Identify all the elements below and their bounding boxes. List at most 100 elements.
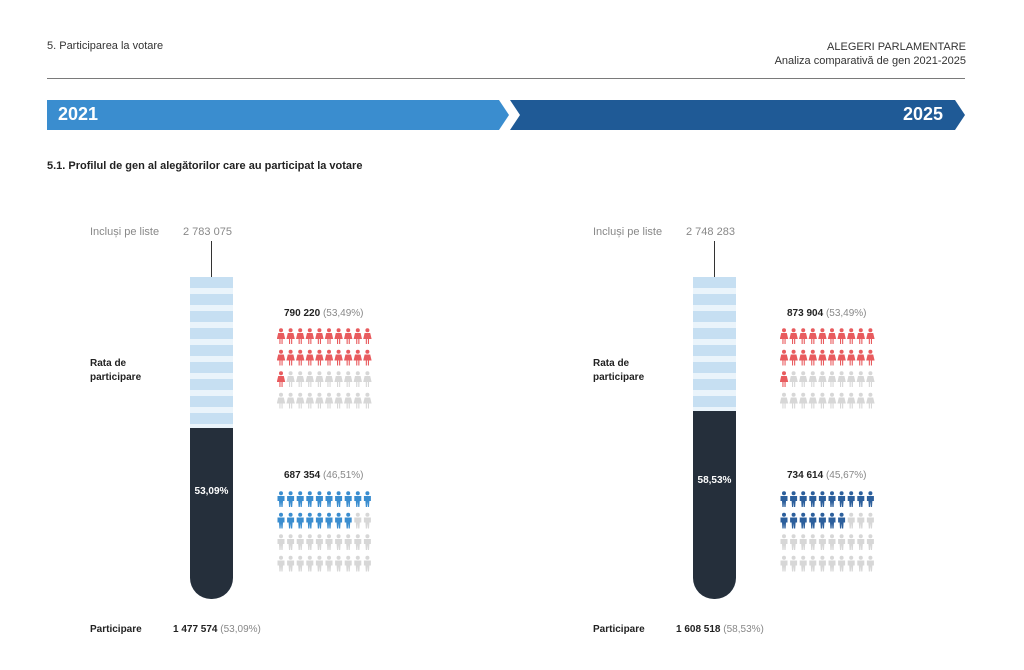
woman-icon-empty xyxy=(827,371,837,387)
woman-icon-filled xyxy=(837,328,846,344)
man-icon-filled xyxy=(344,491,352,507)
woman-icon-empty xyxy=(286,392,295,409)
woman-icon-filled xyxy=(818,328,827,344)
man-icon-empty xyxy=(828,555,836,572)
woman-icon-empty xyxy=(344,371,353,387)
header-section-label: 5. Participarea la votare xyxy=(47,40,164,52)
woman-icon-empty xyxy=(286,371,295,387)
woman-icon-empty xyxy=(866,392,875,409)
timeline-year-right: 2025 xyxy=(903,104,944,124)
woman-icon-filled xyxy=(808,328,817,344)
man-icon-filled xyxy=(335,512,343,529)
women-pictogram xyxy=(780,328,875,409)
rate-label-line1: Rata de xyxy=(593,358,630,369)
man-icon-empty xyxy=(287,555,295,572)
man-icon-filled xyxy=(315,512,323,529)
man-icon-filled xyxy=(306,512,314,529)
woman-icon-empty xyxy=(818,371,827,387)
man-icon-empty xyxy=(809,555,817,572)
man-icon-empty xyxy=(296,555,304,572)
participation-label: Participare xyxy=(593,624,645,635)
participation-stat: 1 477 574 (53,09%) xyxy=(173,624,261,635)
men-pictogram xyxy=(780,491,874,572)
panel-2025: Incluși pe liste 2 748 283 58,53% Rata d… xyxy=(503,0,1003,670)
man-icon-empty xyxy=(799,555,807,572)
participation-rate-pct: 53,09% xyxy=(194,486,229,497)
women-pct: (53,49%) xyxy=(825,308,867,319)
woman-icon-empty xyxy=(353,371,362,387)
woman-icon-empty xyxy=(780,392,789,409)
woman-icon-empty xyxy=(334,371,343,387)
man-icon-empty xyxy=(344,555,352,572)
participation-tube: 58,53% xyxy=(693,277,736,599)
participation-pct: (58,53%) xyxy=(723,624,764,635)
woman-icon-filled xyxy=(324,328,334,344)
connector-line xyxy=(714,241,715,277)
woman-icon-empty xyxy=(296,392,305,409)
woman-icon-filled xyxy=(789,349,798,366)
woman-icon-empty xyxy=(363,392,372,409)
man-icon-empty xyxy=(354,555,362,572)
woman-icon-filled xyxy=(315,328,324,344)
man-icon-filled xyxy=(363,491,371,507)
woman-icon-filled xyxy=(847,349,856,366)
timeline-arrow-right xyxy=(510,100,965,130)
woman-icon-empty xyxy=(277,392,286,409)
woman-icon-empty xyxy=(296,371,305,387)
header-title-line1: ALEGERI PARLAMENTARE xyxy=(827,41,966,53)
participation-label: Participare xyxy=(90,624,142,635)
women-icon-grid xyxy=(780,328,880,414)
women-stat: 790 220 (53,49%) xyxy=(284,308,364,319)
man-icon-filled xyxy=(780,491,788,507)
woman-icon-empty xyxy=(363,371,372,387)
participation-value: 1 608 518 xyxy=(676,624,721,635)
woman-icon-empty xyxy=(789,371,798,387)
men-value: 687 354 xyxy=(284,470,321,481)
woman-icon-empty xyxy=(344,392,353,409)
man-icon-empty xyxy=(866,555,874,572)
header-title-line2: Analiza comparativă de gen 2021-2025 xyxy=(774,55,966,67)
women-pct: (53,49%) xyxy=(322,308,364,319)
participation-value: 1 477 574 xyxy=(173,624,218,635)
man-icon-filled xyxy=(306,491,314,507)
man-icon-empty xyxy=(809,534,817,550)
woman-icon-empty xyxy=(789,392,798,409)
woman-icon-empty xyxy=(315,371,324,387)
woman-icon-filled xyxy=(827,328,837,344)
men-stat: 734 614 (45,67%) xyxy=(787,470,867,481)
man-icon-filled xyxy=(799,512,807,529)
man-icon-empty xyxy=(818,534,826,550)
woman-icon-filled xyxy=(334,349,343,366)
man-icon-empty xyxy=(866,512,874,529)
man-icon-empty xyxy=(838,555,846,572)
woman-icon-filled xyxy=(353,349,362,366)
women-stat: 873 904 (53,49%) xyxy=(787,308,867,319)
man-icon-empty xyxy=(866,534,874,550)
man-icon-filled xyxy=(847,491,855,507)
woman-icon-empty xyxy=(818,392,827,409)
man-icon-empty xyxy=(790,555,798,572)
man-icon-filled xyxy=(287,512,295,529)
woman-icon-filled xyxy=(799,349,808,366)
woman-icon-filled xyxy=(818,349,827,366)
woman-icon-empty xyxy=(334,392,343,409)
man-icon-filled xyxy=(325,491,333,507)
timeline-arrow-left xyxy=(47,100,509,130)
man-icon-empty xyxy=(847,555,855,572)
woman-icon-filled xyxy=(296,349,305,366)
woman-icon-filled xyxy=(837,349,846,366)
man-icon-filled xyxy=(296,512,304,529)
man-icon-empty xyxy=(277,555,285,572)
header-report-title: ALEGERI PARLAMENTARE Analiza comparativă… xyxy=(775,40,966,68)
man-icon-filled xyxy=(838,512,846,529)
man-icon-empty xyxy=(354,512,362,529)
women-value: 790 220 xyxy=(284,308,321,319)
woman-icon-filled xyxy=(305,328,314,344)
man-icon-filled xyxy=(866,491,874,507)
man-icon-filled xyxy=(790,512,798,529)
men-icon-grid xyxy=(277,491,377,577)
participation-tube-fill xyxy=(190,428,233,599)
rate-label-line1: Rata de xyxy=(90,358,127,369)
woman-icon-filled xyxy=(856,328,865,344)
woman-icon-filled xyxy=(286,349,295,366)
